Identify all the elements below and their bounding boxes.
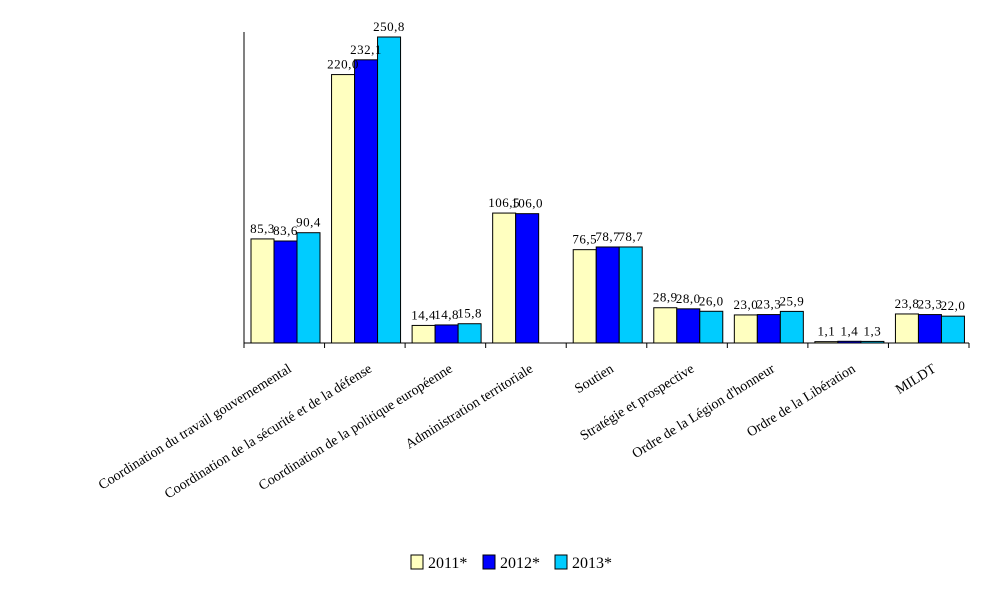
bar-2012-7 bbox=[756, 314, 781, 344]
legend-label-2011: 2011* bbox=[428, 555, 467, 572]
legend-swatch-2013 bbox=[554, 554, 568, 570]
data-label-2012-4: 106,0 bbox=[511, 196, 543, 211]
category-label-5: Soutien bbox=[572, 362, 616, 397]
data-label-2013-2: 250,8 bbox=[373, 19, 405, 34]
bar-2013-5 bbox=[618, 246, 643, 344]
bar-2011-7 bbox=[733, 314, 758, 344]
data-label-2011-6: 28,9 bbox=[653, 290, 678, 305]
bar-2011-8 bbox=[814, 341, 839, 344]
data-label-2011-4: 106,5 bbox=[488, 195, 520, 210]
legend-label-2013: 2013* bbox=[572, 555, 612, 572]
data-label-2011-8: 1,1 bbox=[818, 324, 836, 339]
bar-2013-3 bbox=[457, 323, 482, 344]
bar-2013-1 bbox=[296, 232, 321, 344]
bar-2013-6 bbox=[699, 310, 724, 344]
legend-label-2012: 2012* bbox=[500, 555, 540, 572]
data-label-2012-5: 78,7 bbox=[595, 229, 620, 244]
data-label-2012-6: 28,0 bbox=[676, 291, 701, 306]
data-label-2012-7: 23,3 bbox=[756, 297, 781, 312]
data-label-2012-3: 14,8 bbox=[434, 307, 459, 322]
bar-2011-3 bbox=[411, 324, 436, 344]
bar-2013-8 bbox=[860, 340, 885, 344]
bar-2011-6 bbox=[653, 307, 678, 344]
legend-swatch-2012 bbox=[482, 554, 496, 570]
category-label-4: Administration territoriale bbox=[403, 362, 536, 453]
bar-2011-5 bbox=[572, 249, 597, 344]
bar-2011-1 bbox=[250, 238, 275, 344]
bar-2011-4 bbox=[492, 212, 517, 344]
data-label-2012-2: 232,1 bbox=[350, 42, 382, 57]
data-label-2013-6: 26,0 bbox=[699, 293, 724, 308]
bar-2012-1 bbox=[273, 240, 298, 344]
bar-2013-9 bbox=[940, 315, 965, 344]
category-label-7: Ordre de la Légion d'honneur bbox=[630, 361, 778, 461]
bar-2012-2 bbox=[354, 59, 379, 344]
bar-2013-2 bbox=[377, 36, 402, 344]
data-label-2011-3: 14,4 bbox=[411, 307, 436, 322]
bar-2013-7 bbox=[779, 310, 804, 344]
data-label-2011-1: 85,3 bbox=[250, 221, 275, 236]
legend: 2011* 2012* 2013* bbox=[410, 554, 612, 572]
category-label-9: MILDT bbox=[893, 361, 939, 397]
data-label-2012-9: 23,3 bbox=[918, 297, 943, 312]
data-label-2013-3: 15,8 bbox=[457, 306, 482, 321]
data-label-2013-9: 22,0 bbox=[941, 298, 966, 313]
bar-2012-8 bbox=[837, 340, 862, 344]
bar-2012-6 bbox=[676, 308, 701, 344]
data-label-2011-7: 23,0 bbox=[733, 297, 758, 312]
bar-2012-9 bbox=[917, 314, 942, 344]
bar-2012-3 bbox=[434, 324, 459, 344]
data-label-2011-2: 220,0 bbox=[327, 57, 359, 72]
bar-2012-4 bbox=[515, 213, 540, 344]
data-label-2013-8: 1,3 bbox=[864, 323, 882, 338]
bar-2011-2 bbox=[331, 74, 356, 344]
data-label-2012-1: 83,6 bbox=[273, 223, 298, 238]
data-label-2013-5: 78,7 bbox=[618, 229, 643, 244]
category-labels-layer: Coordination du travail gouvernementalCo… bbox=[96, 361, 939, 502]
bars-layer bbox=[250, 36, 965, 344]
bar-2012-5 bbox=[595, 246, 620, 344]
data-label-2011-9: 23,8 bbox=[895, 296, 920, 311]
legend-swatch-2011 bbox=[410, 554, 424, 570]
bar-2011-9 bbox=[894, 313, 919, 344]
data-label-2013-1: 90,4 bbox=[296, 215, 321, 230]
data-label-2013-7: 25,9 bbox=[779, 293, 804, 308]
data-label-2012-8: 1,4 bbox=[841, 323, 859, 338]
data-label-2011-5: 76,5 bbox=[572, 232, 597, 247]
